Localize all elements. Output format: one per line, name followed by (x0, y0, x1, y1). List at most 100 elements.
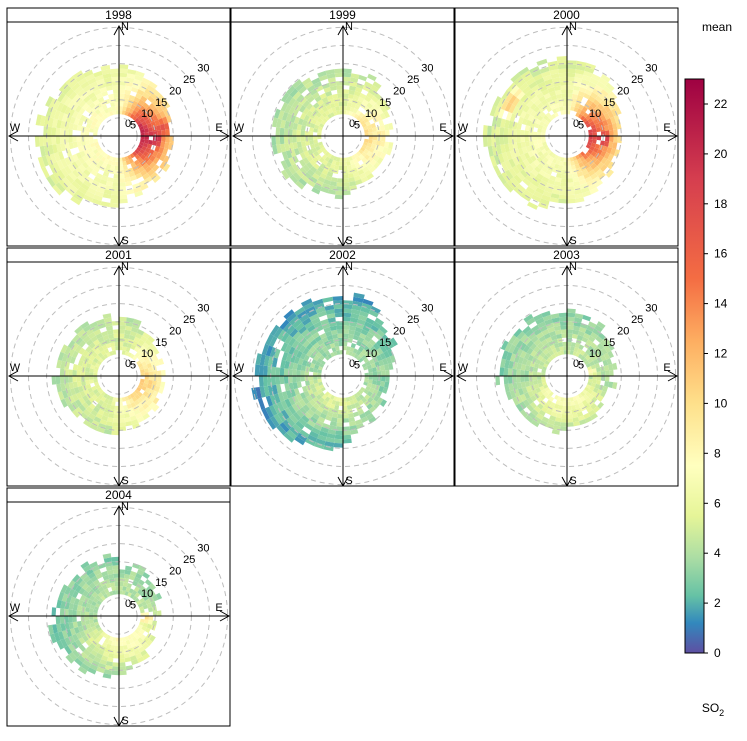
data-tile (503, 376, 509, 385)
data-tile (497, 108, 505, 119)
data-tile (523, 352, 531, 360)
data-tile (569, 350, 574, 355)
data-tile (135, 652, 143, 660)
data-tile (110, 165, 116, 170)
data-tile (104, 398, 110, 404)
data-tile (598, 92, 606, 100)
data-tile (72, 123, 78, 131)
data-tile (537, 355, 544, 361)
data-tile (537, 136, 542, 140)
compass-label: E (215, 362, 222, 374)
data-tile (75, 577, 83, 585)
data-tile (587, 357, 593, 364)
data-tile (88, 403, 96, 410)
data-tile (83, 169, 91, 177)
data-tile (110, 68, 119, 74)
data-tile (283, 309, 295, 320)
data-tile (300, 136, 305, 142)
data-tile (588, 95, 596, 103)
data-tile (507, 376, 513, 384)
data-tile (567, 397, 571, 402)
data-tile (591, 73, 601, 82)
data-tile (128, 574, 136, 581)
data-tile (600, 157, 608, 165)
data-tile (575, 167, 582, 174)
data-tile (546, 149, 552, 155)
data-tile (119, 198, 128, 204)
data-tile (542, 157, 549, 164)
data-tile (86, 602, 92, 609)
data-tile (574, 403, 581, 409)
data-tile (350, 343, 357, 349)
data-tile (311, 427, 321, 435)
data-tile (552, 338, 559, 345)
data-tile (501, 89, 511, 101)
data-tile (139, 597, 145, 604)
data-tile (328, 398, 334, 404)
data-tile (320, 186, 329, 194)
data-tile (362, 99, 369, 106)
data-tile (343, 89, 350, 94)
data-tile (100, 350, 107, 356)
data-tile (545, 96, 553, 103)
data-tile (541, 376, 546, 380)
data-tile (315, 438, 326, 446)
data-tile (594, 122, 600, 129)
data-tile (588, 409, 596, 417)
data-tile (563, 346, 567, 351)
data-tile (384, 123, 390, 131)
data-tile (324, 304, 335, 311)
data-tile (318, 141, 323, 146)
data-tile (582, 117, 588, 123)
data-tile (314, 364, 320, 370)
data-tile (373, 343, 380, 351)
data-tile (567, 190, 575, 196)
data-tile (328, 108, 334, 114)
data-tile (333, 304, 343, 310)
data-tile (549, 104, 556, 110)
radial-tick-label: 15 (155, 97, 167, 109)
data-tile (110, 582, 116, 587)
data-tile (357, 318, 366, 326)
data-tile (88, 653, 96, 660)
data-tile (128, 334, 136, 341)
compass-label: S (569, 475, 576, 487)
radial-tick-label: 15 (379, 337, 391, 349)
data-tile (149, 350, 156, 357)
data-tile (86, 362, 92, 369)
data-tile (581, 78, 590, 86)
data-tile (309, 139, 314, 145)
data-tile (152, 150, 159, 158)
data-tile (305, 305, 316, 314)
data-tile (69, 596, 76, 604)
data-tile (555, 399, 561, 405)
data-tile (612, 382, 618, 390)
data-tile (94, 366, 99, 371)
data-tile (89, 423, 98, 431)
data-tile (152, 89, 161, 98)
data-tile (304, 131, 310, 136)
data-tile (72, 574, 81, 583)
data-tile (574, 317, 583, 323)
data-tile (299, 112, 307, 120)
data-tile (588, 129, 593, 134)
data-tile (364, 372, 369, 376)
data-tile (146, 399, 153, 407)
data-tile (505, 391, 513, 401)
data-tile (76, 141, 82, 147)
data-tile (575, 407, 582, 414)
data-tile (137, 114, 143, 121)
data-tile (330, 352, 335, 358)
data-tile (588, 132, 593, 136)
data-tile (509, 150, 517, 159)
data-tile (134, 112, 141, 118)
data-tile (77, 186, 88, 195)
data-tile (313, 372, 318, 376)
data-tile (531, 84, 540, 93)
data-tile (350, 163, 357, 169)
data-tile (35, 114, 42, 126)
data-tile (157, 370, 162, 376)
data-tile (152, 157, 160, 165)
data-tile (320, 426, 329, 434)
